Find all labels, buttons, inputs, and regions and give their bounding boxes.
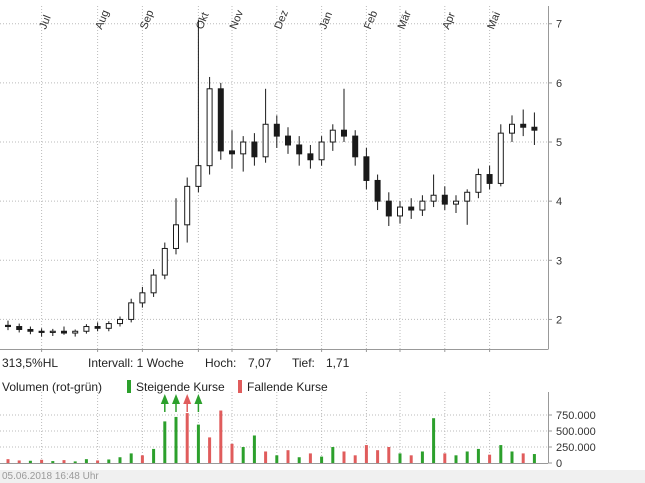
svg-text:5: 5 [556, 137, 562, 149]
high-label: Hoch: [205, 356, 237, 370]
volume-legend: Volumen (rot-grün) Steigende Kurse Falle… [0, 380, 645, 396]
svg-text:Aug: Aug [93, 8, 111, 31]
svg-text:750.000: 750.000 [556, 410, 596, 422]
svg-text:Dez: Dez [272, 8, 290, 31]
svg-text:4: 4 [556, 196, 562, 208]
svg-text:Okt: Okt [194, 11, 212, 31]
svg-text:250.000: 250.000 [556, 442, 596, 454]
svg-text:2: 2 [556, 314, 562, 326]
svg-text:7: 7 [556, 19, 562, 31]
svg-text:Nov: Nov [228, 8, 247, 31]
svg-text:Mai: Mai [485, 10, 503, 31]
low-value: 1,71 [326, 356, 350, 370]
stats-row: 313,5%HL Intervall: 1 Woche Hoch: 7,07 T… [0, 356, 645, 372]
status-bar: 05.06.2018 16:48 Uhr [0, 470, 645, 483]
volume-label: Volumen (rot-grün) [2, 380, 103, 394]
svg-text:Sep: Sep [138, 8, 156, 31]
volume-chart[interactable]: 750.000 500.000 250.000 0 [0, 388, 645, 470]
rising-legend-label: Steigende Kurse [136, 380, 225, 394]
falling-legend-label: Fallende Kurse [247, 380, 328, 394]
change-percent: 313,5%HL [2, 356, 59, 370]
svg-text:500.000: 500.000 [556, 426, 596, 438]
svg-text:3: 3 [556, 255, 562, 267]
svg-text:Apr: Apr [440, 10, 458, 31]
low-label: Tief: [292, 356, 315, 370]
interval-label: Intervall: 1 Woche [88, 356, 184, 370]
falling-volume-swatch-icon [238, 380, 242, 393]
timestamp: 05.06.2018 16:48 Uhr [2, 471, 99, 482]
svg-text:0: 0 [556, 458, 562, 470]
rising-volume-swatch-icon [127, 380, 131, 393]
svg-text:Feb: Feb [362, 9, 380, 31]
svg-text:Mär: Mär [396, 9, 414, 31]
svg-text:6: 6 [556, 78, 562, 90]
svg-text:Jul: Jul [37, 14, 53, 32]
svg-text:Jan: Jan [317, 10, 335, 31]
price-chart[interactable]: 2 3 4 5 6 7 Jul Aug Sep Okt Nov Dez Jan Feb Mär Apr Mai [0, 0, 645, 352]
high-value: 7,07 [248, 356, 272, 370]
